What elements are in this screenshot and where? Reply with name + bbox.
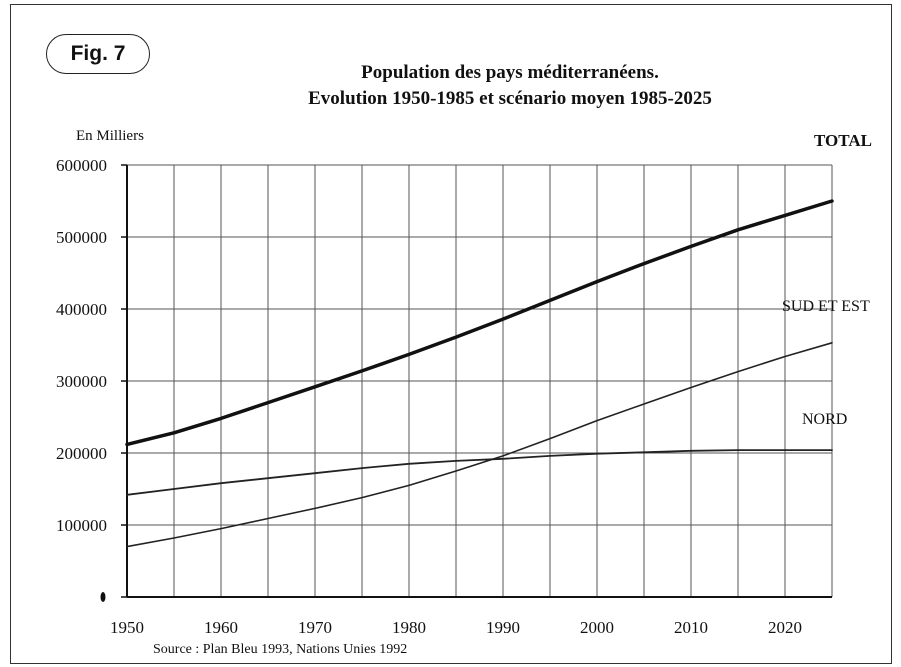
y-tick-label: 200000 — [56, 444, 107, 463]
x-tick-label: 1990 — [486, 618, 520, 637]
source-note: Source : Plan Bleu 1993, Nations Unies 1… — [153, 642, 408, 657]
x-tick-label: 1960 — [204, 618, 238, 637]
series-line-sud-et-est — [126, 341, 833, 548]
x-tick-label: 1970 — [298, 618, 332, 637]
y-tick-label: 100000 — [56, 516, 107, 535]
chart-series-lines — [125, 199, 834, 548]
series-line-total — [125, 199, 834, 447]
y-tick-label: 400000 — [56, 300, 107, 319]
chart-series-labels: TOTAL SUD ET EST NORD — [782, 131, 872, 428]
y-tick-label: 600000 — [56, 156, 107, 175]
chart-subtitle: Evolution 1950-1985 et scénario moyen 19… — [308, 88, 712, 109]
chart-axes — [100, 164, 832, 602]
chart-tick-labels: 100000 200000 300000 400000 500000 600000 1950… — [56, 156, 802, 637]
y-axis-zero-marker — [100, 592, 106, 602]
x-tick-label: 2020 — [768, 618, 802, 637]
x-tick-label: 1950 — [110, 618, 144, 637]
y-axis-unit-label: En Milliers — [76, 128, 144, 144]
y-tick-label: 300000 — [56, 372, 107, 391]
series-label-sud-et-est: SUD ET EST — [782, 298, 870, 315]
series-line-nord — [126, 449, 833, 496]
x-tick-label: 1980 — [392, 618, 426, 637]
series-label-total: TOTAL — [814, 131, 872, 150]
chart-grid — [126, 164, 833, 598]
x-tick-label: 2010 — [674, 618, 708, 637]
figure-number-badge: Fig. 7 — [46, 34, 150, 74]
series-label-nord: NORD — [802, 411, 847, 428]
figure-frame — [10, 4, 892, 664]
x-tick-label: 2000 — [580, 618, 614, 637]
chart-title: Population des pays méditerranéens. — [361, 62, 659, 83]
y-tick-label: 500000 — [56, 228, 107, 247]
